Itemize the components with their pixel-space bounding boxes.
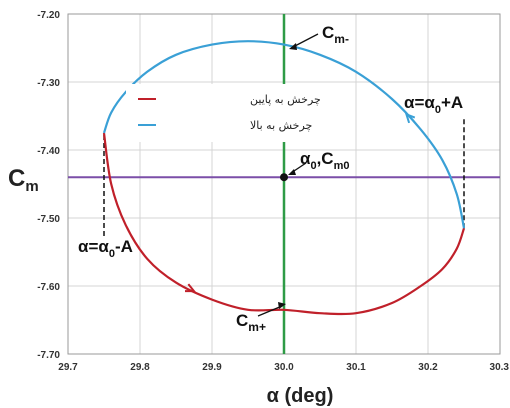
direction-arrow-down: [184, 283, 197, 293]
y-tick-label: -7.20: [37, 10, 60, 21]
center-point-marker: [280, 173, 288, 182]
x-axis-title: α (deg): [267, 385, 334, 407]
series-line-down: [102, 132, 466, 316]
svg-text:α=α0-A: α=α0-A: [78, 237, 133, 260]
legend-label-up: چرخش به بالا: [250, 119, 312, 132]
svg-text:α0,Cm0: α0,Cm0: [300, 149, 349, 172]
y-tick-label: -7.60: [37, 282, 60, 293]
x-tick-label: 30.3: [490, 362, 510, 373]
annotation-alpha-plus: α=α0+A: [404, 93, 463, 116]
annotation-cm-minus: Cm-: [289, 23, 349, 50]
x-tick-label: 29.9: [202, 362, 222, 373]
y-tick-label: -7.30: [37, 78, 60, 89]
svg-text:Cm+: Cm+: [236, 311, 266, 334]
legend-label-down: چرخش به پایین: [250, 93, 321, 106]
x-tick-label: 30.1: [346, 362, 366, 373]
y-tick-label: -7.50: [37, 214, 60, 225]
center-point: [280, 173, 288, 182]
x-tick-label: 29.8: [130, 362, 150, 373]
y-axis-ticks: -7.20 -7.30 -7.40 -7.50 -7.60 -7.70: [37, 10, 60, 361]
y-axis-title: Cm: [8, 165, 39, 195]
x-tick-label: 30.2: [418, 362, 438, 373]
annotation-center: α0,Cm0: [288, 149, 349, 175]
svg-text:α=α0+A: α=α0+A: [404, 93, 463, 116]
y-tick-label: -7.70: [37, 350, 60, 361]
amplitude-markers: [103, 118, 465, 236]
y-tick-label: -7.40: [37, 146, 60, 157]
legend: چرخش به پایین چرخش به بالا: [126, 84, 321, 142]
x-tick-label: 29.7: [58, 362, 78, 373]
x-tick-label: 30.0: [274, 362, 294, 373]
direction-arrow-up: [404, 112, 416, 124]
x-axis-ticks: 29.7 29.8 29.9 30.0 30.1 30.2 30.3: [58, 362, 509, 373]
annotation-alpha-minus: α=α0-A: [78, 237, 133, 260]
svg-text:Cm-: Cm-: [322, 23, 349, 46]
annotation-cm-plus: Cm+: [236, 302, 286, 334]
